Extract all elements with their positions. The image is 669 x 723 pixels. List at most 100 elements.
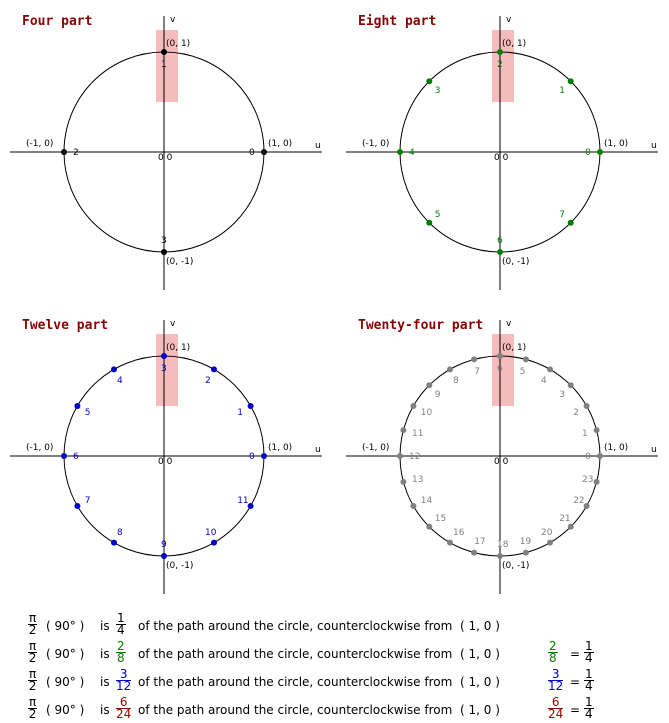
division-index-19: 19 — [520, 537, 532, 547]
point-text: ( 1, 0 ) — [460, 703, 500, 717]
degree-text: ( 90° ) — [46, 703, 85, 717]
coord-label-180: (-1, 0) — [26, 139, 53, 149]
division-point-15 — [426, 523, 433, 530]
division-point-0 — [261, 453, 267, 459]
division-point-20 — [547, 539, 553, 546]
division-point-2 — [61, 149, 67, 155]
u-axis-label: u — [315, 445, 321, 455]
division-point-4 — [547, 366, 553, 373]
division-index-6: 6 — [497, 364, 503, 374]
degree-text: ( 90° ) — [46, 619, 85, 633]
u-axis-label: u — [315, 141, 321, 151]
division-point-6 — [497, 249, 503, 255]
footer-line: π 2 ( 90° ) is 3 12 of the path around the cir… — [28, 667, 648, 695]
coord-label-180: (-1, 0) — [362, 443, 389, 453]
equals-sign: = — [570, 703, 581, 717]
footer-line: π 2 ( 90° ) is 6 24 of the path around the cir… — [28, 695, 648, 723]
division-index-21: 21 — [559, 514, 570, 524]
division-index-3: 3 — [559, 390, 565, 400]
division-point-19 — [522, 549, 529, 556]
coord-label-0: (1, 0) — [268, 443, 292, 453]
division-index-15: 15 — [435, 514, 446, 524]
division-index-0: 0 — [585, 148, 591, 158]
division-index-0: 0 — [249, 148, 255, 158]
coord-label-0: (1, 0) — [604, 443, 628, 453]
highlight-quarter — [156, 334, 178, 406]
is-text: is — [100, 675, 110, 689]
twenty-four-part-circle-diagram: uv0 0(1, 0)(0, 1)(-1, 0)(0, -1)012345678… — [346, 319, 658, 594]
division-point-14 — [410, 503, 417, 509]
footer-line: π 2 ( 90° ) is 2 8 of the path around the circ… — [28, 639, 648, 667]
division-index-9: 9 — [435, 390, 441, 400]
coord-label-0: (1, 0) — [268, 139, 292, 149]
division-point-1 — [593, 427, 600, 434]
coord-label-180: (-1, 0) — [362, 139, 389, 149]
u-axis-label: u — [651, 141, 657, 151]
division-index-10: 10 — [205, 528, 217, 538]
division-point-21 — [567, 523, 574, 530]
division-index-5: 5 — [520, 367, 526, 377]
description-text: of the path around the circle, countercl… — [138, 647, 453, 661]
v-axis-label: v — [506, 15, 512, 25]
v-axis-label: v — [506, 319, 512, 329]
panel-title: Eight part — [358, 14, 437, 29]
coord-label-180: (-1, 0) — [26, 443, 53, 453]
division-point-1 — [247, 403, 254, 409]
division-point-22 — [583, 503, 590, 509]
division-point-3 — [161, 353, 167, 359]
division-index-1: 1 — [161, 60, 167, 70]
coord-label-270: (0, -1) — [502, 561, 529, 571]
division-point-5 — [426, 219, 433, 226]
panel-eight-part: Eight part u v 0 0 (1, 0) (0, 1) (-1, 0) (0, -… — [336, 0, 669, 301]
division-point-11 — [247, 503, 254, 509]
division-point-3 — [567, 382, 574, 389]
degree-text: ( 90° ) — [46, 647, 85, 661]
division-point-9 — [426, 382, 433, 389]
degree-text: ( 90° ) — [46, 675, 85, 689]
u-axis-label: u — [651, 445, 657, 455]
division-index-4: 4 — [117, 376, 123, 386]
division-index-10: 10 — [421, 408, 433, 418]
division-index-1: 1 — [582, 429, 588, 439]
coord-label-90: (0, 1) — [166, 343, 190, 353]
v-axis-label: v — [170, 319, 176, 329]
division-point-13 — [400, 478, 407, 485]
origin-label: 0 0 — [494, 457, 509, 467]
division-point-17 — [471, 549, 478, 556]
panel-title: Four part — [22, 14, 93, 29]
origin-label: 0 0 — [494, 153, 509, 163]
footer-line: π 2 ( 90° ) is 1 4 of the path around the circ… — [28, 611, 648, 639]
division-index-14: 14 — [421, 496, 433, 506]
panel-title: Twenty-four part — [358, 318, 484, 333]
division-index-7: 7 — [85, 496, 91, 506]
division-index-11: 11 — [237, 496, 248, 506]
division-index-20: 20 — [541, 528, 553, 538]
division-index-7: 7 — [559, 210, 565, 220]
division-index-3: 3 — [435, 86, 441, 96]
division-index-2: 2 — [73, 148, 79, 158]
division-index-18: 18 — [497, 540, 509, 550]
division-index-1: 1 — [237, 408, 243, 418]
division-index-23: 23 — [582, 475, 593, 485]
ratio-fraction: 6 24 — [548, 695, 564, 721]
is-text: is — [100, 619, 110, 633]
coord-label-90: (0, 1) — [166, 39, 190, 49]
division-index-2: 2 — [205, 376, 211, 386]
division-index-16: 16 — [453, 528, 465, 538]
division-index-7: 7 — [474, 367, 480, 377]
eight-part-circle-diagram: u v 0 0 (1, 0) (0, 1) (-1, 0) (0, -1) 0 1 2 3 4 5 6 7 — [346, 15, 658, 290]
division-index-5: 5 — [85, 408, 91, 418]
division-index-6: 6 — [73, 452, 79, 462]
equals-sign: = — [570, 647, 581, 661]
highlight-quarter — [492, 334, 514, 406]
division-index-4: 4 — [541, 376, 547, 386]
division-point-1 — [161, 49, 167, 55]
division-point-10 — [410, 403, 417, 409]
